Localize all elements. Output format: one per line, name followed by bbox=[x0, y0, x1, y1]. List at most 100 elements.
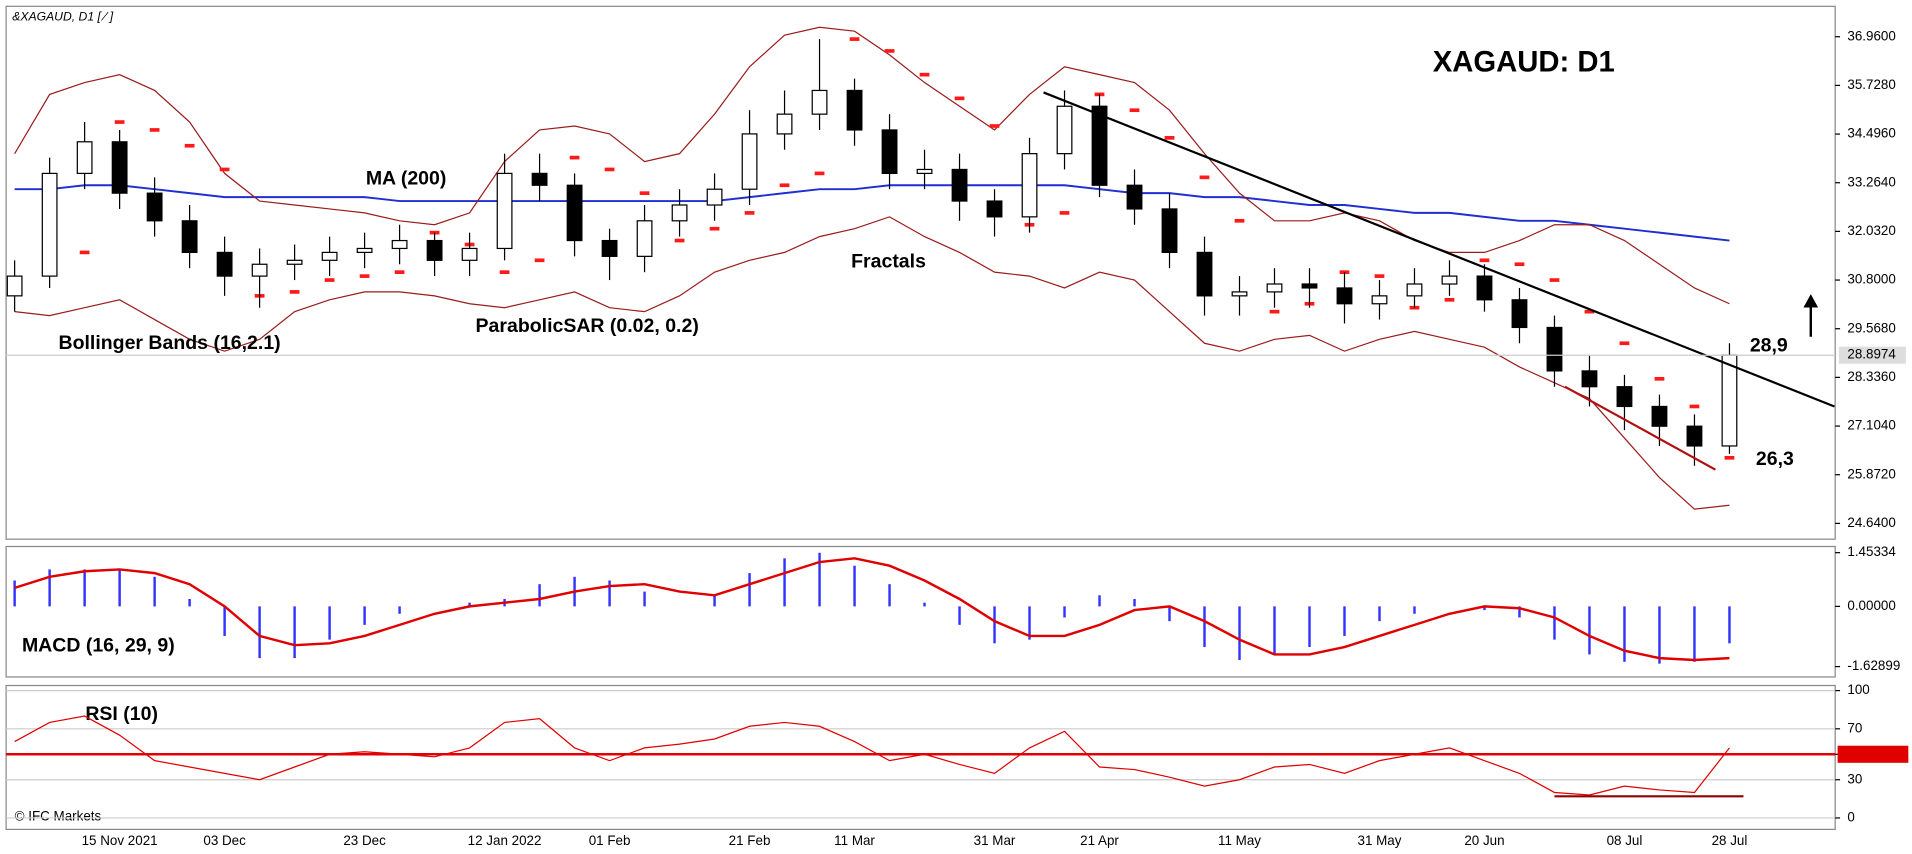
sar-dot bbox=[849, 37, 860, 41]
candle-body bbox=[1721, 354, 1738, 447]
candle-body bbox=[706, 188, 723, 206]
y-tick-label: 27.1040 bbox=[1847, 418, 1895, 433]
sar-dot bbox=[1479, 258, 1490, 263]
candle-body bbox=[1161, 208, 1178, 254]
candle-body bbox=[566, 184, 583, 242]
macd-bar bbox=[1483, 606, 1486, 611]
sar-dot bbox=[744, 211, 755, 215]
macd-bar bbox=[538, 584, 541, 607]
sar-dot bbox=[359, 274, 370, 278]
macd-bar bbox=[13, 580, 16, 607]
macd-bar bbox=[1273, 606, 1276, 655]
y-tick-label: 30 bbox=[1847, 771, 1862, 786]
y-tick-label: -1.62899 bbox=[1847, 658, 1900, 673]
macd-bar bbox=[1168, 606, 1171, 622]
sar-dot bbox=[1619, 341, 1630, 346]
sar-dot bbox=[219, 167, 230, 172]
macd-bar bbox=[923, 602, 926, 607]
macd-bar bbox=[1203, 606, 1206, 648]
candle-body bbox=[1196, 251, 1213, 297]
sar-dot bbox=[1584, 309, 1595, 314]
macd-bar bbox=[713, 595, 716, 607]
sar-dot bbox=[919, 72, 930, 77]
x-tick-label: 31 May bbox=[1358, 833, 1402, 848]
macd-bar bbox=[993, 606, 996, 644]
sar-dot bbox=[1059, 211, 1070, 215]
candle-body bbox=[1651, 405, 1668, 427]
candle-body bbox=[76, 141, 93, 175]
candle-body bbox=[356, 247, 373, 254]
x-tick-label: 31 Mar bbox=[974, 833, 1016, 848]
macd-title: MACD (16, 29, 9) bbox=[22, 635, 175, 657]
macd-bar bbox=[608, 580, 611, 607]
candle-body bbox=[286, 259, 303, 265]
up-arrow bbox=[1803, 294, 1819, 337]
candle-body bbox=[531, 172, 548, 186]
indicator-line bbox=[14, 216, 1730, 510]
x-tick-label: 08 Jul bbox=[1607, 833, 1643, 848]
macd-bar bbox=[118, 569, 121, 607]
x-tick-label: 03 Dec bbox=[203, 833, 246, 848]
y-tick-label: 25.8720 bbox=[1847, 466, 1895, 481]
candle-body bbox=[1266, 283, 1283, 293]
macd-bar bbox=[888, 584, 891, 607]
indicator-line bbox=[14, 184, 1730, 242]
sar-dot bbox=[149, 128, 160, 132]
candle-body bbox=[426, 239, 443, 261]
sar-dot bbox=[534, 258, 545, 263]
candle-body bbox=[1511, 299, 1528, 329]
x-tick-label: 21 Feb bbox=[729, 833, 771, 848]
rsi-title: RSI (10) bbox=[85, 703, 158, 725]
sar-dot bbox=[1654, 376, 1665, 381]
macd-bar bbox=[1343, 606, 1346, 636]
y-tick-label: 0 bbox=[1847, 809, 1854, 824]
y-tick-label: 70 bbox=[1847, 720, 1862, 735]
candle-body bbox=[1231, 291, 1248, 297]
sar-dot bbox=[779, 183, 790, 188]
macd-bar bbox=[643, 591, 646, 607]
sar-dot bbox=[954, 96, 965, 101]
y-tick-label: 1.45334 bbox=[1847, 544, 1896, 559]
candle-body bbox=[1686, 425, 1703, 447]
macd-bar bbox=[153, 576, 156, 607]
macd-bar bbox=[783, 558, 786, 607]
macd-bar bbox=[1623, 606, 1626, 662]
macd-bar bbox=[363, 606, 366, 625]
candle-body bbox=[741, 133, 758, 190]
candle-body bbox=[601, 239, 618, 257]
annotation: Bollinger Bands (16,2.1) bbox=[59, 332, 281, 354]
sar-dot bbox=[1724, 455, 1735, 460]
sar-dot bbox=[1164, 136, 1175, 140]
macd-bar bbox=[1378, 606, 1381, 622]
macd-bar bbox=[1028, 606, 1031, 640]
sar-dot bbox=[1269, 309, 1280, 314]
candle-body bbox=[1091, 105, 1108, 186]
macd-bar bbox=[1728, 606, 1731, 644]
sar-dot bbox=[1444, 297, 1455, 302]
price-panel bbox=[5, 5, 1836, 540]
candle-body bbox=[496, 172, 513, 250]
macd-bar bbox=[1098, 595, 1101, 607]
macd-bar bbox=[398, 606, 401, 614]
candle-body bbox=[1616, 386, 1633, 408]
trendline bbox=[1043, 91, 1835, 408]
sar-dot bbox=[674, 238, 685, 243]
symbol-label: &XAGAUD, D1 [ ⁄ ] bbox=[12, 10, 114, 24]
macd-bar bbox=[1588, 606, 1591, 655]
x-tick-label: 23 Dec bbox=[343, 833, 386, 848]
candle-body bbox=[951, 168, 968, 202]
candle-body bbox=[146, 192, 163, 222]
annotation: © IFC Markets bbox=[15, 809, 102, 824]
macd-bar bbox=[48, 569, 51, 607]
macd-bar bbox=[1063, 606, 1066, 618]
y-tick-label: 28.3360 bbox=[1847, 369, 1895, 384]
candle-body bbox=[1441, 275, 1458, 285]
y-tick-label: 34.4960 bbox=[1847, 126, 1895, 141]
sar-dot bbox=[569, 155, 580, 160]
candle-body bbox=[1546, 326, 1563, 372]
candle-body bbox=[41, 172, 58, 277]
sar-dot bbox=[989, 124, 1000, 128]
sar-dot bbox=[814, 171, 825, 176]
rsi-line bbox=[14, 715, 1730, 796]
